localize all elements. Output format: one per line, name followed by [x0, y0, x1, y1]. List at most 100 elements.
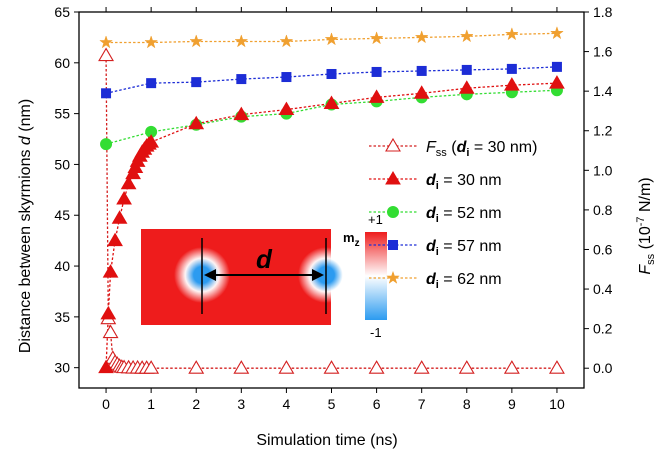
legend-marker-d57 [388, 240, 398, 250]
legend-marker-d62 [386, 270, 400, 284]
y-left-tick-label: 40 [54, 258, 70, 274]
y-left-tick-label: 50 [54, 156, 70, 172]
point-d52 [100, 138, 113, 151]
x-tick-label: 8 [463, 396, 471, 412]
y-left-tick-label: 45 [54, 207, 70, 223]
series-markers [98, 26, 565, 374]
point-d57 [146, 78, 157, 89]
point-d57 [461, 64, 472, 75]
y-right-tick-label: 0.4 [593, 281, 613, 297]
colorbar-max-label: +1 [368, 212, 383, 227]
y-right-tick-label: 0.8 [593, 202, 613, 218]
point-fss [548, 360, 565, 374]
y-left-tick-label: 30 [54, 360, 70, 376]
point-d57 [191, 77, 202, 88]
series-line-d52 [105, 89, 557, 145]
legend-marker-fss [385, 137, 401, 152]
x-tick-label: 7 [418, 396, 426, 412]
point-d30 [120, 175, 137, 190]
legend-label-d52: di = 52 nm [426, 205, 502, 225]
point-d57 [101, 88, 112, 99]
point-d30 [458, 80, 475, 94]
distance-arrowhead-right [312, 269, 324, 281]
point-d62 [550, 26, 564, 40]
point-d57 [326, 68, 337, 79]
x-tick-label: 4 [283, 396, 291, 412]
point-fss [188, 360, 205, 374]
distance-arrowhead-left [204, 269, 216, 281]
y-right-tick-label: 1.8 [593, 4, 613, 20]
legend-label-d57: di = 57 nm [426, 238, 502, 258]
legend: Fss (di = 30 nm) di = 30 nm di = 52 nm di =… [369, 137, 537, 291]
y-right-tick-label: 1.2 [593, 123, 613, 139]
y-right-tick-label: 0.0 [593, 360, 613, 376]
point-fss [413, 360, 430, 374]
point-d62 [189, 34, 204, 48]
axis-ticks: 0 1 2 3 4 5 6 7 8 9 1030354045505560650.00.20.40.6… [54, 4, 612, 412]
point-d57 [551, 61, 562, 72]
skyrmion-inset: d mz +1 -1 [141, 212, 387, 340]
point-d30 [503, 77, 520, 91]
point-d30 [188, 115, 205, 130]
point-d30 [368, 89, 385, 103]
legend-label-fss: Fss (di = 30 nm) [426, 139, 537, 159]
point-d62 [324, 32, 339, 46]
y-right-tick-label: 0.2 [593, 321, 613, 337]
point-d30 [102, 264, 119, 278]
point-fss [323, 360, 340, 374]
colorbar [365, 232, 387, 320]
y-left-tick-label: 65 [54, 4, 70, 20]
point-d62 [504, 27, 519, 41]
y-left-tick-label: 35 [54, 309, 70, 325]
x-tick-label: 3 [237, 396, 245, 412]
y-right-tick-label: 1.4 [593, 83, 613, 99]
x-tick-label: 10 [549, 396, 565, 412]
x-tick-label: 5 [328, 396, 336, 412]
point-d30 [111, 210, 128, 224]
point-fss [102, 324, 119, 339]
x-tick-label: 9 [508, 396, 516, 412]
point-d62 [144, 35, 159, 49]
point-d30 [98, 359, 114, 374]
legend-label-d62: di = 62 nm [426, 271, 502, 291]
point-d30 [549, 75, 565, 89]
point-d57 [416, 65, 427, 76]
legend-marker-d52 [387, 206, 399, 218]
x-axis-title: Simulation time (ns) [256, 432, 397, 449]
point-d30 [116, 190, 132, 205]
point-d62 [459, 29, 474, 43]
y-left-tick-label: 55 [54, 106, 70, 122]
point-fss [368, 360, 385, 374]
x-tick-label: 2 [192, 396, 200, 412]
y-right-tick-label: 0.6 [593, 241, 613, 257]
y-left-axis-title: Distance between skyrmions d (nm) [17, 99, 34, 353]
x-tick-label: 1 [147, 396, 155, 412]
point-d62 [234, 34, 249, 48]
point-d62 [369, 31, 384, 45]
point-fss [503, 360, 520, 374]
point-d30 [278, 101, 295, 116]
point-fss [233, 360, 250, 374]
point-d30 [100, 305, 117, 320]
point-d57 [371, 66, 382, 77]
legend-marker-d30 [385, 171, 401, 185]
point-d30 [323, 95, 340, 109]
point-d30 [233, 106, 250, 121]
legend-label-d30: di = 30 nm [426, 172, 502, 192]
colorbar-min-label: -1 [370, 325, 382, 340]
point-d57 [506, 63, 517, 74]
distance-label: d [256, 244, 273, 274]
point-d30 [413, 85, 430, 99]
point-d57 [281, 72, 292, 83]
point-d30 [107, 232, 123, 247]
point-fss [143, 360, 160, 374]
point-fss [98, 47, 115, 62]
point-d30 [143, 134, 160, 148]
x-tick-label: 6 [373, 396, 381, 412]
point-d62 [414, 30, 429, 44]
point-fss [278, 360, 295, 374]
y-left-tick-label: 60 [54, 55, 70, 71]
point-d62 [99, 35, 113, 49]
y-right-axis-title: Fss (10-7 N/m) [635, 177, 657, 274]
